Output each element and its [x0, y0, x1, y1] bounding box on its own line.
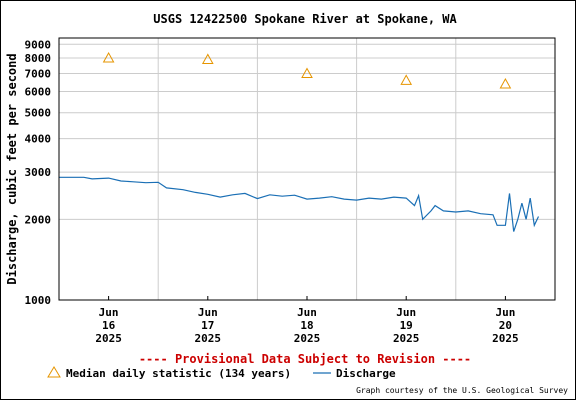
x-tick-label: 2025: [95, 332, 122, 345]
y-tick-label: 4000: [25, 133, 52, 146]
y-tick-label: 1000: [25, 294, 52, 307]
x-tick-label: 2025: [294, 332, 321, 345]
y-tick-label: 7000: [25, 68, 52, 81]
median-point: [102, 51, 115, 63]
median-series: [102, 51, 512, 89]
x-tick-label: 19: [400, 319, 413, 332]
x-tick-label: Jun: [198, 306, 218, 319]
x-tick-label: 18: [300, 319, 313, 332]
x-tick-label: 2025: [195, 332, 222, 345]
x-tick-labels: Jun162025Jun172025Jun182025Jun192025Jun2…: [95, 296, 519, 345]
y-tick-label: 8000: [25, 52, 52, 65]
y-axis-label: Discharge, cubic feet per second: [5, 53, 19, 284]
chart-title: USGS 12422500 Spokane River at Spokane, …: [153, 12, 457, 26]
discharge-series: [59, 176, 540, 232]
median-point: [201, 53, 214, 64]
legend-triangle-icon: [47, 366, 61, 378]
y-tick-label: 9000: [25, 38, 52, 51]
grid-layer: [59, 38, 555, 300]
x-tick-label: Jun: [99, 306, 119, 319]
x-tick-label: Jun: [495, 306, 515, 319]
y-tick-label: 5000: [25, 107, 52, 120]
x-tick-label: Jun: [297, 306, 317, 319]
provisional-warning: ---- Provisional Data Subject to Revisio…: [139, 352, 471, 366]
legend: Median daily statistic (134 years) Disch…: [47, 366, 396, 380]
plot-border: [58, 37, 556, 301]
discharge-line: [59, 176, 540, 232]
credit-text: Graph courtesy of the U.S. Geological Su…: [356, 386, 568, 395]
x-tick-label: 16: [102, 319, 116, 332]
median-point: [400, 74, 413, 85]
y-tick-label: 3000: [25, 166, 52, 179]
x-tick-label: 17: [201, 319, 214, 332]
y-tick-label: 2000: [25, 213, 52, 226]
median-point: [301, 67, 313, 79]
legend-label-discharge: Discharge: [336, 367, 396, 380]
y-tick-label: 6000: [25, 85, 52, 98]
median-point: [499, 77, 512, 89]
x-tick-label: Jun: [396, 306, 416, 319]
legend-label-median: Median daily statistic (134 years): [66, 367, 291, 380]
x-tick-label: 2025: [393, 332, 420, 345]
x-tick-label: 20: [499, 319, 512, 332]
x-tick-label: 2025: [492, 332, 519, 345]
